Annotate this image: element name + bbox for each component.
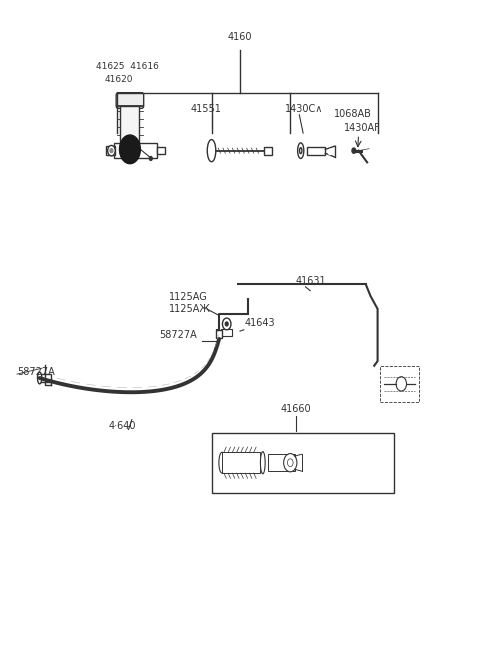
Text: 1430AF: 1430AF — [344, 123, 381, 133]
Ellipse shape — [219, 452, 225, 473]
Bar — [221, 329, 232, 336]
Bar — [222, 452, 260, 473]
Circle shape — [284, 453, 297, 472]
Bar — [40, 374, 51, 382]
Bar — [120, 106, 139, 146]
Text: 41625  41616: 41625 41616 — [96, 62, 159, 70]
Bar — [264, 147, 272, 154]
Text: 1430C∧: 1430C∧ — [285, 104, 323, 114]
Circle shape — [328, 149, 332, 154]
Ellipse shape — [37, 372, 42, 384]
Circle shape — [108, 145, 115, 156]
Bar — [307, 147, 325, 154]
Circle shape — [288, 459, 293, 466]
Text: 41660: 41660 — [281, 405, 312, 415]
Bar — [212, 433, 394, 493]
Bar — [114, 143, 157, 158]
Text: 41551: 41551 — [190, 104, 221, 114]
Text: 1125AЖ: 1125AЖ — [169, 304, 211, 314]
Ellipse shape — [298, 143, 304, 158]
Bar — [216, 330, 222, 338]
Circle shape — [396, 376, 407, 391]
Circle shape — [222, 318, 231, 330]
Text: 58727A: 58727A — [159, 330, 197, 340]
Bar — [106, 146, 115, 155]
Text: 41631: 41631 — [296, 275, 326, 286]
Circle shape — [149, 156, 152, 160]
Circle shape — [368, 367, 374, 375]
Circle shape — [225, 322, 228, 326]
Text: 1068AB: 1068AB — [334, 109, 372, 119]
Text: 4160: 4160 — [228, 32, 252, 42]
Circle shape — [352, 148, 356, 153]
Circle shape — [110, 148, 113, 152]
Text: 41620: 41620 — [105, 75, 133, 84]
Text: 1125AG: 1125AG — [169, 292, 207, 302]
Ellipse shape — [261, 451, 265, 474]
Text: 4·640: 4·640 — [108, 421, 136, 432]
Circle shape — [120, 135, 140, 164]
Bar — [268, 454, 295, 471]
Ellipse shape — [207, 139, 216, 162]
Ellipse shape — [300, 148, 302, 154]
Text: 41643: 41643 — [245, 319, 276, 328]
Bar — [157, 147, 165, 154]
FancyBboxPatch shape — [116, 93, 144, 108]
Text: 58727A: 58727A — [17, 367, 55, 377]
Bar — [381, 367, 420, 402]
